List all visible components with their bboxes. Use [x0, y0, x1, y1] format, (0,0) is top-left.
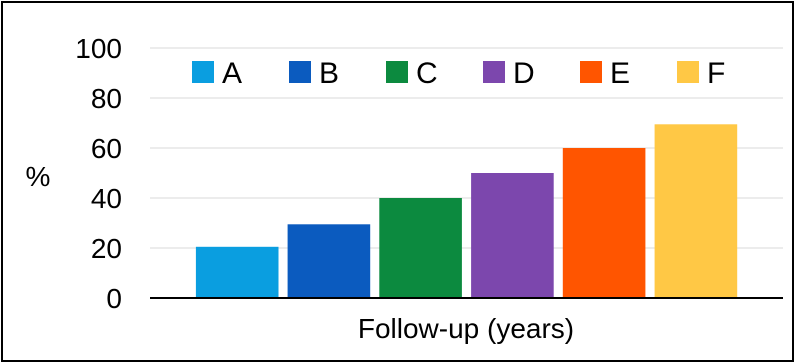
y-axis-label: %: [26, 161, 51, 192]
bar-f: [654, 124, 738, 299]
y-tick-label: 100: [75, 33, 122, 64]
y-tick-label: 0: [106, 283, 122, 314]
y-tick-label: 40: [91, 183, 122, 214]
y-tick-label: 60: [91, 133, 122, 164]
bar-a: [195, 246, 279, 299]
x-axis-label: Follow-up (years): [358, 313, 574, 344]
legend-swatch-f: [677, 61, 699, 83]
legend-label-f: F: [707, 57, 725, 90]
legend-label-d: D: [513, 57, 535, 90]
y-tick-labels: 0 20 40 60 80 100: [75, 33, 122, 314]
legend-swatch-e: [580, 61, 602, 83]
bar-c: [379, 198, 462, 298]
legend-swatch-b: [289, 61, 311, 83]
legend-label-b: B: [319, 57, 339, 90]
y-tick-label: 80: [91, 83, 122, 114]
legend-label-e: E: [610, 57, 630, 90]
legend-label-c: C: [416, 57, 438, 90]
legend-label-a: A: [222, 57, 242, 90]
legend-swatch-d: [483, 61, 505, 83]
legend: A B C D E F: [192, 57, 725, 90]
bar-b: [287, 224, 371, 299]
legend-swatch-c: [386, 61, 408, 83]
bars: [195, 124, 738, 299]
legend-swatch-a: [192, 61, 214, 83]
bar-d: [471, 173, 554, 298]
bar-e: [562, 148, 646, 298]
y-tick-label: 20: [91, 233, 122, 264]
